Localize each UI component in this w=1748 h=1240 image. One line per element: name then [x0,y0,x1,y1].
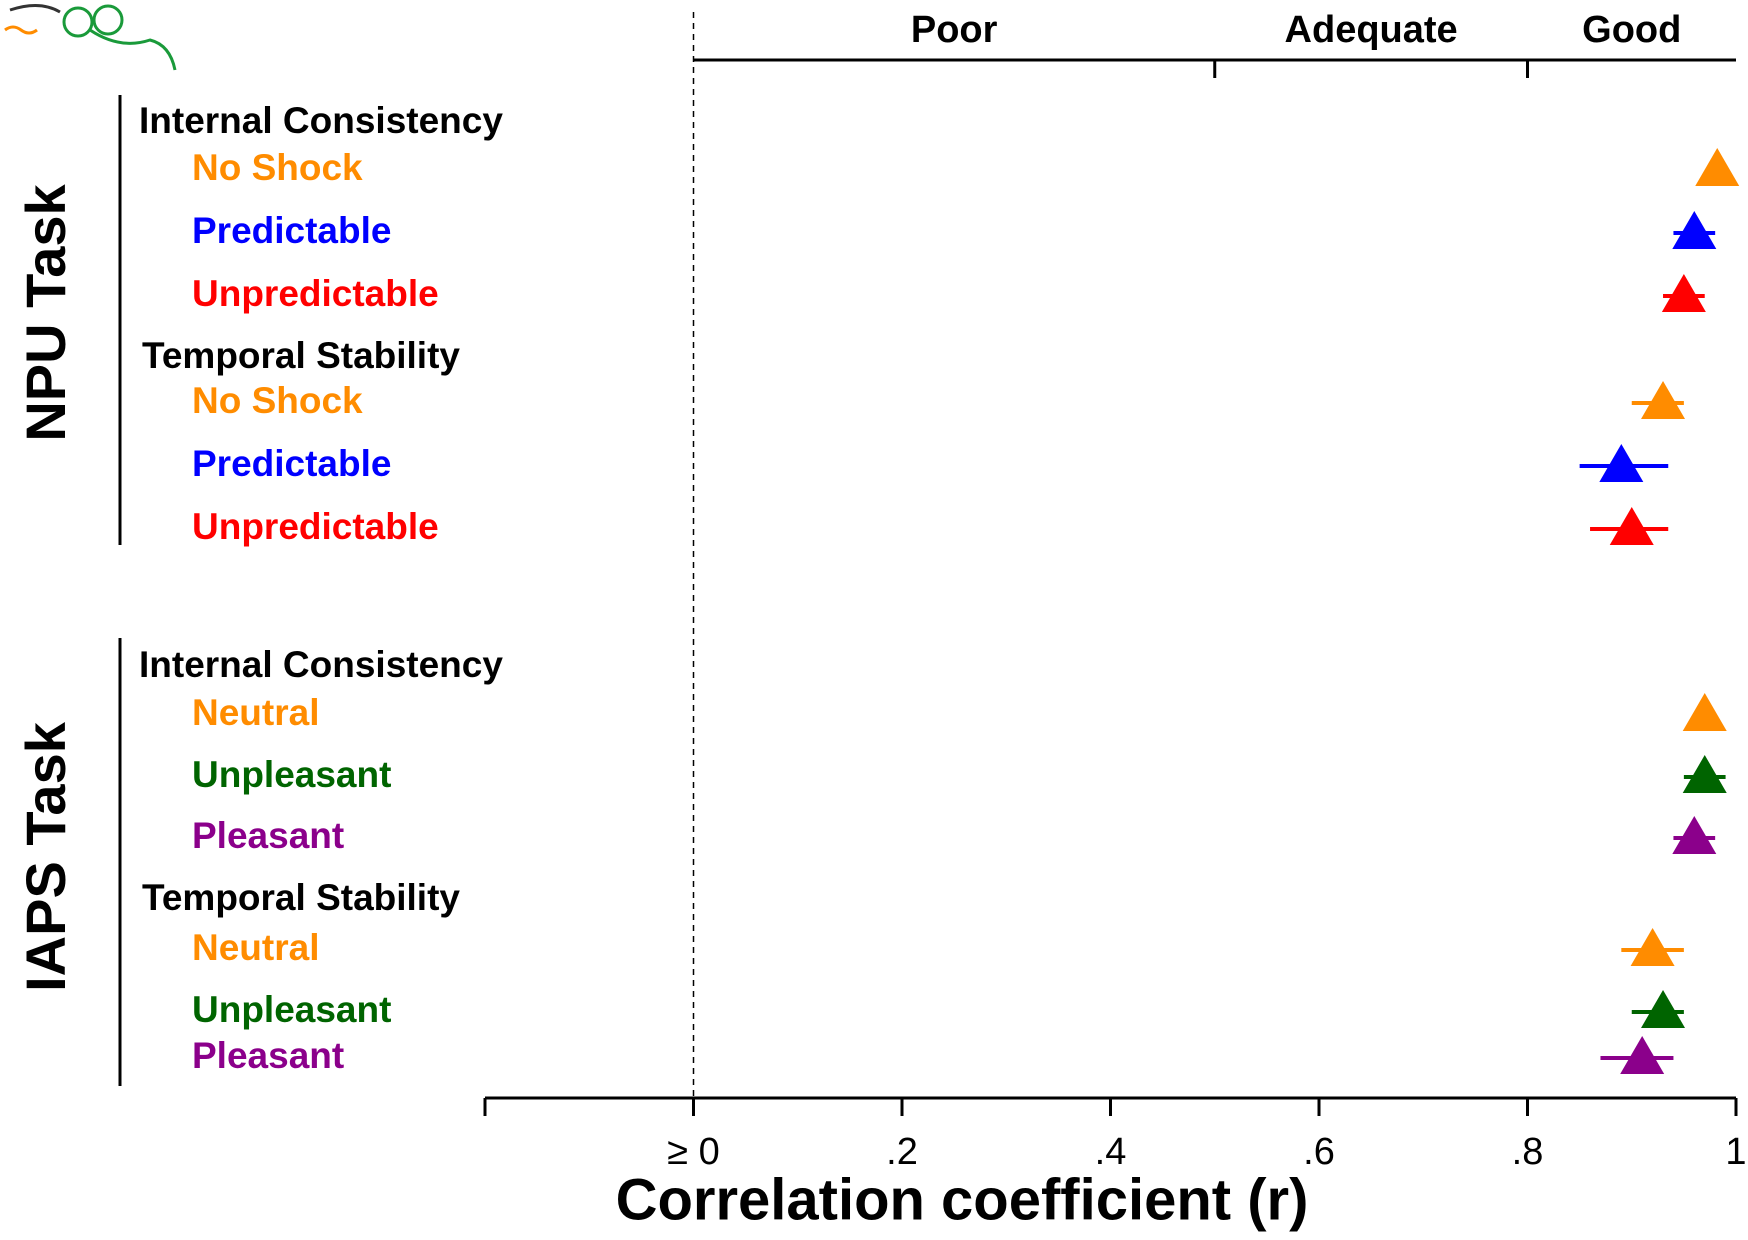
x-tick-label: .6 [1303,1131,1335,1173]
x-tick-label: 1 [1725,1131,1746,1173]
point-marker [1683,693,1727,731]
section-label: Internal Consistency [139,100,503,141]
row-label: Unpredictable [192,506,439,547]
row-label: Neutral [192,927,319,968]
row-label: Neutral [192,692,319,733]
row-label: Pleasant [192,815,344,856]
point-marker [1695,148,1739,186]
band-label: Adequate [1285,9,1458,51]
point-marker [1631,928,1675,966]
point-marker [1641,381,1685,419]
group-label: IAPS Task [14,721,77,992]
row-label: Predictable [192,443,391,484]
point-marker [1641,990,1685,1028]
x-tick-label: .8 [1512,1131,1544,1173]
point-marker [1672,211,1716,249]
row-label: Unpleasant [192,754,391,795]
point-marker [1662,274,1706,312]
row-label: Predictable [192,210,391,251]
group-label: NPU Task [14,184,77,442]
point-marker [1610,507,1654,545]
logo [5,5,175,70]
point-marker [1672,816,1716,854]
row-label: No Shock [192,380,363,421]
band-label: Poor [911,9,998,51]
point-marker [1620,1036,1664,1074]
row-label: Unpredictable [192,273,439,314]
band-label: Good [1582,9,1681,51]
x-tick-label: .4 [1095,1131,1127,1173]
row-label: Pleasant [192,1035,344,1076]
section-label: Temporal Stability [142,877,460,918]
x-tick-label: ≥ 0 [667,1131,720,1173]
section-label: Internal Consistency [139,644,503,685]
row-label: No Shock [192,147,363,188]
section-label: Temporal Stability [142,335,460,376]
chart: Correlation coefficient (r) ≥ 0 .2 .4 .6 .8 1… [0,0,1748,1240]
x-tick-label: .2 [886,1131,918,1173]
point-marker [1683,755,1727,793]
x-axis-title: Correlation coefficient (r) [616,1167,1309,1232]
point-marker [1599,444,1643,482]
row-label: Unpleasant [192,989,391,1030]
